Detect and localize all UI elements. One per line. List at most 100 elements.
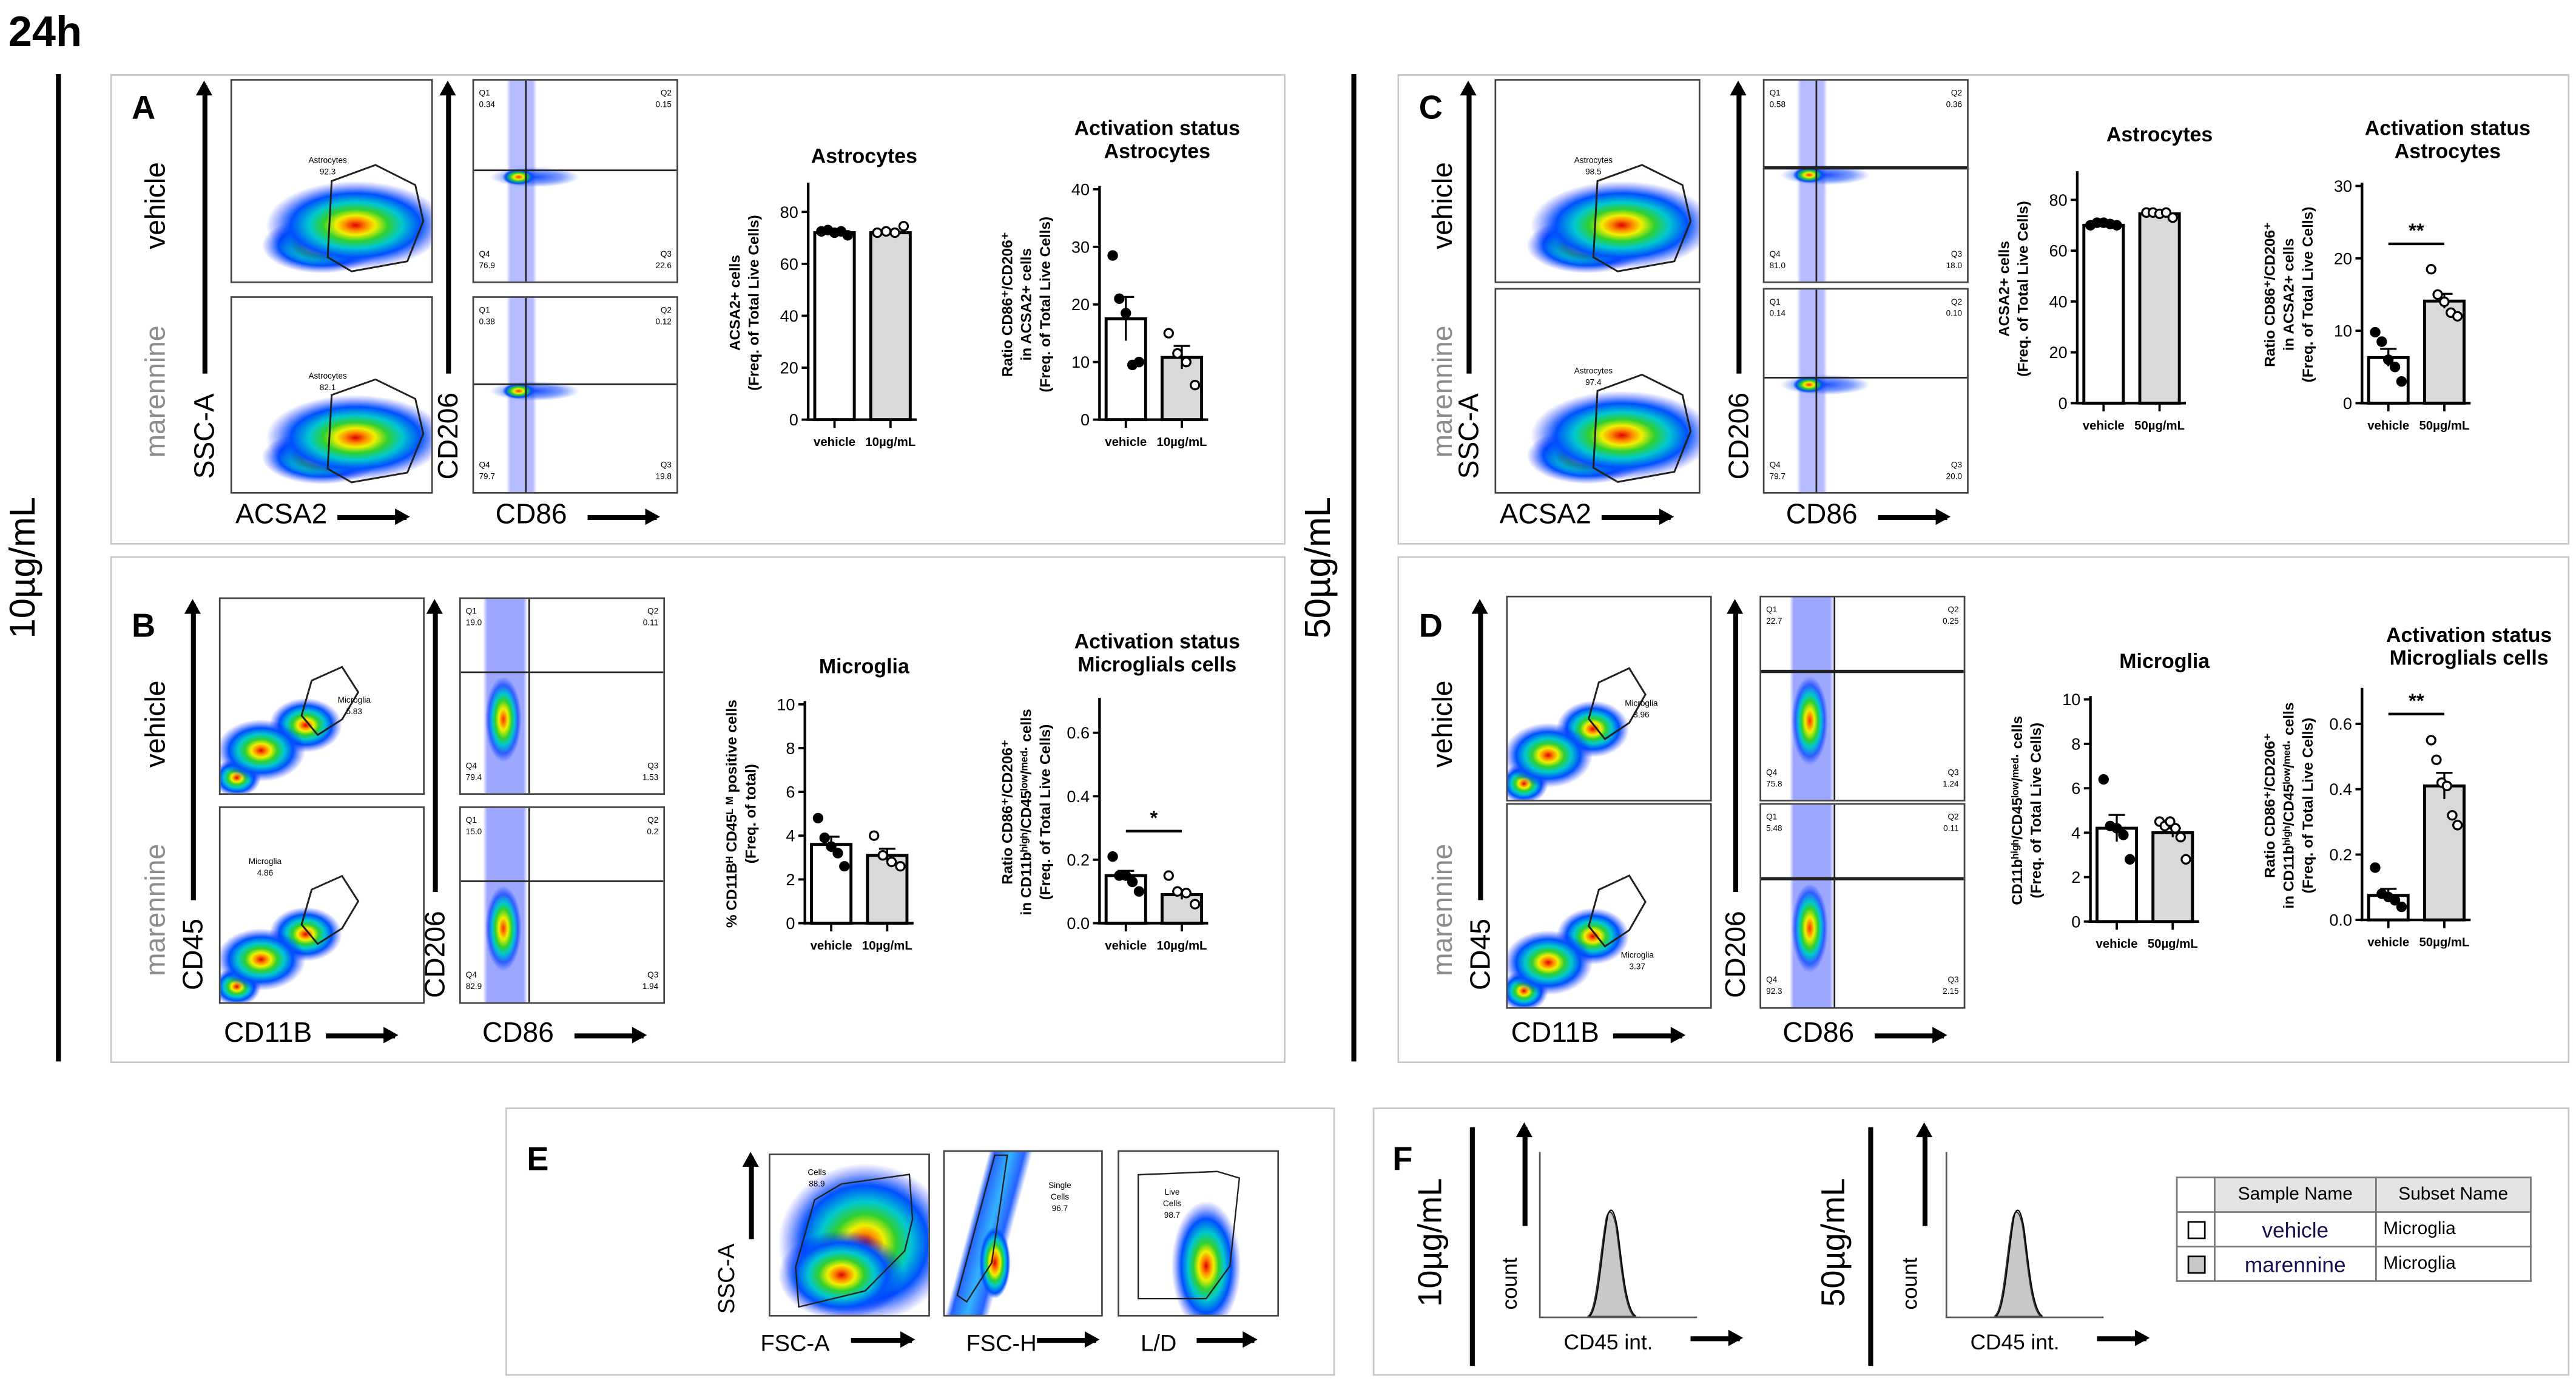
data-point: [2098, 774, 2109, 785]
gate-label: Microglia 5.83: [322, 696, 388, 719]
panel-f: [1372, 1107, 2570, 1376]
bar-chart-a1: ACSA2+ cells (Freq. of Total Live Cells) 0…: [727, 183, 917, 449]
histogram-marennine: [1994, 1211, 2043, 1317]
gate-label-line: Cells: [1050, 1192, 1070, 1203]
bar-chart-d1: CD11bʰⁱᵍʰ/CD45ˡᵒʷ/ᵐᵉᵈ· cells (Freq. of To…: [2009, 690, 2199, 951]
gate-value: 98.5: [1585, 168, 1602, 178]
y-tick-label: 0.2: [1067, 850, 1090, 869]
bar-vehicle: [810, 843, 853, 925]
data-point: [1181, 888, 1192, 899]
y-axis-label: Ratio CD86⁺/CD206⁺: [1000, 232, 1016, 377]
quad-y-axis-label: CD206: [1720, 911, 1752, 998]
density-x-axis-label: ACSA2: [235, 498, 328, 530]
data-point: [2396, 901, 2407, 913]
quadrant-name: Q1: [465, 607, 477, 618]
y-axis-label: (Freq. of Total Live Cells): [2028, 723, 2045, 899]
quadrant-label-q2: Q2 0.15: [656, 89, 672, 112]
y-tick-label: 0.0: [1067, 914, 1090, 933]
quadrant-value: 15.0: [465, 828, 482, 838]
data-point: [2426, 735, 2436, 746]
quadrant-name: Q4: [1766, 768, 1778, 778]
quadrant-name: Q2: [660, 89, 672, 99]
row-label-marennine: marennine: [140, 325, 172, 458]
row-label-marennine: marennine: [1427, 843, 1458, 976]
quadrant-name: Q3: [647, 971, 659, 981]
density-x-axis-label: ACSA2: [1499, 498, 1591, 530]
data-point: [868, 830, 880, 841]
quadrant-events: [460, 808, 664, 1002]
y-tick-label: 10: [2334, 322, 2352, 340]
x-tick-label: vehicle: [2083, 419, 2125, 433]
data-point: [1163, 870, 1174, 881]
data-point: [842, 230, 853, 241]
x-tick-label: 50µg/mL: [2419, 936, 2470, 950]
quadrant-divider-vertical: [524, 80, 527, 282]
data-point: [1190, 379, 1201, 391]
data-point: [812, 812, 824, 824]
quadrant-value: 0.25: [1943, 617, 1959, 627]
gate-value: 92.3: [319, 168, 336, 178]
quadrant-name: Q3: [1951, 250, 1963, 260]
density-plot: Astrocytes 92.3: [230, 79, 433, 283]
chart-title-line: Astrocytes: [1104, 140, 1210, 163]
quadrant-label-q1: Q1 19.0: [466, 607, 482, 630]
y-axis-label: (Freq. of Total Live Cells): [1037, 217, 1054, 393]
histogram-vehicle: [1588, 1209, 1637, 1317]
gate-value: 5.83: [346, 707, 362, 718]
data-point: [2396, 376, 2407, 387]
quadrant-value: 2.15: [1943, 987, 1959, 997]
y-axis-arrow-icon: [1730, 80, 1744, 374]
y-tick-label: 20: [2049, 343, 2067, 362]
quadrant-plot: Q1 19.0 Q2 0.11 Q3 1.53 Q4 79.4: [459, 597, 666, 795]
gate-value: 4.86: [257, 868, 274, 878]
density-plot: Microglia 4.86: [218, 806, 425, 1004]
panel-letter-c: C: [1418, 90, 1443, 127]
quadrant-name: Q3: [1951, 461, 1963, 471]
quadrant-name: Q3: [647, 761, 659, 772]
data-point: [819, 832, 830, 843]
quadrant-name: Q1: [465, 816, 477, 826]
data-point: [2441, 780, 2452, 791]
y-axis-label: % CD11Bᴴ CD45ᴸ ᴹ positive cells: [724, 700, 740, 928]
x-tick-label: vehicle: [2367, 419, 2409, 433]
data-point: [1107, 250, 1118, 261]
legend-swatch-icon: [2187, 1255, 2205, 1274]
data-point: [2111, 220, 2122, 231]
quadrant-value: 22.6: [655, 262, 672, 272]
row-label-vehicle: vehicle: [1427, 680, 1458, 768]
y-axis-arrow-icon: [1916, 1122, 1930, 1226]
quadrant-name: Q4: [465, 971, 477, 981]
divider-left: [56, 74, 61, 1062]
quadrant-label-q2: Q2 0.12: [656, 306, 672, 329]
quadrant-value: 92.3: [1766, 987, 1782, 997]
y-tick-label: 4: [2071, 823, 2080, 842]
y-axis-arrow-icon: [1727, 599, 1741, 893]
bar-chart-a2: Ratio CD86⁺/CD206⁺ in ACSA2+ cells (Freq. …: [1000, 180, 1209, 449]
quadrant-value: 0.34: [479, 100, 495, 110]
y-axis-label: (Freq. of Total Live Cells): [2300, 718, 2316, 894]
gate-label: Single Cells 96.7: [1042, 1181, 1078, 1216]
quadrant-name: Q2: [660, 306, 672, 316]
data-point: [1133, 357, 1145, 368]
x-axis-arrow-icon: [587, 508, 660, 523]
data-point: [877, 850, 888, 861]
x-axis-arrow-icon: [574, 1027, 647, 1041]
gate-outline: [300, 666, 360, 737]
density-y-axis-label: SSC-A: [1453, 393, 1485, 479]
chart-title: Activation status Microglials cells: [1074, 630, 1240, 677]
quadrant-value: 1.94: [642, 982, 659, 993]
histogram-x-axis-label: CD45 int.: [1563, 1329, 1653, 1355]
panel-a: [110, 74, 1286, 545]
histogram-y-axis-label: count: [1897, 1257, 1922, 1310]
quadrant-events: [1764, 289, 1967, 492]
gate-outline: [300, 874, 360, 945]
quadrant-name: Q3: [660, 250, 672, 260]
data-point: [1121, 870, 1131, 881]
quad-y-axis-label: CD206: [1723, 392, 1755, 480]
panel-letter-d: D: [1418, 609, 1443, 646]
density-y-axis-label: CD45: [178, 919, 209, 991]
quadrant-label-q2: Q2 0.2: [647, 816, 658, 839]
legend-subset-name: Microglia: [2375, 1211, 2532, 1247]
y-tick-label: 60: [780, 254, 798, 273]
data-point: [889, 227, 900, 238]
